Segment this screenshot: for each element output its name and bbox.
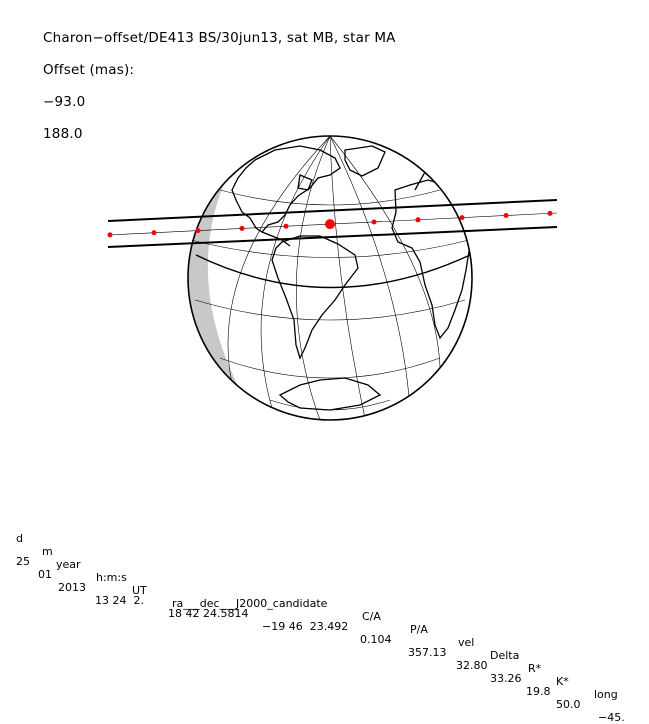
closest-approach-point: [325, 219, 335, 230]
table-values: 25 01 2013 13 24 2. 18 42 24.5814 −19 46…: [16, 542, 625, 724]
header-m: m: [42, 545, 53, 558]
value-d: 25: [16, 555, 30, 568]
track-point: [283, 223, 289, 229]
terminator-line: [195, 254, 471, 289]
chart-title: Charon−offset/DE413 BS/30jun13, sat MB, …: [34, 14, 396, 142]
track-point: [503, 212, 509, 218]
earth-globe: [187, 135, 473, 421]
offset-label: Offset (mas):: [42, 62, 135, 78]
track-point: [371, 219, 377, 225]
value-ra: 18 42 24.5814: [168, 607, 249, 620]
globe-limb: [187, 135, 473, 421]
value-kstar: 50.0: [556, 698, 581, 711]
header-rstar: R*: [528, 662, 542, 675]
header-vel: vel: [458, 636, 475, 649]
shadow-limit-south: [107, 226, 558, 248]
track-point: [107, 232, 113, 238]
track-point: [239, 225, 245, 231]
value-long: −45.: [598, 711, 625, 724]
offset-y: 188.0: [42, 126, 83, 142]
track-point: [547, 210, 553, 216]
header-long: long: [594, 688, 618, 701]
track-point: [415, 217, 421, 223]
title-main: Charon−offset/DE413 BS/30jun13, sat MB, …: [42, 30, 396, 46]
value-dec: −19 46 23.492: [262, 620, 349, 633]
header-pa: P/A: [410, 623, 428, 636]
header-kstar: K*: [556, 675, 569, 688]
value-vel: 32.80: [456, 659, 488, 672]
occultation-map: [107, 135, 558, 421]
value-ca: 0.104: [360, 633, 392, 646]
value-delta: 33.26: [490, 672, 522, 685]
value-rstar: 19.8: [526, 685, 551, 698]
track-point: [195, 228, 201, 234]
value-hms: 13 24 2.: [95, 594, 144, 607]
track-point: [151, 230, 157, 236]
offset-x: −93.0: [42, 94, 86, 110]
header-hms: h:m:s: [96, 571, 127, 584]
header-ca: C/A: [362, 610, 381, 623]
header-year: year: [56, 558, 81, 571]
value-year: 2013: [58, 581, 86, 594]
value-m: 01: [38, 568, 52, 581]
track-points: [107, 210, 553, 238]
track-point: [459, 215, 465, 221]
value-pa: 357.13: [408, 646, 447, 659]
header-d: d: [16, 532, 23, 545]
shadow-limit-north: [107, 199, 558, 222]
header-delta: Delta: [490, 649, 520, 662]
